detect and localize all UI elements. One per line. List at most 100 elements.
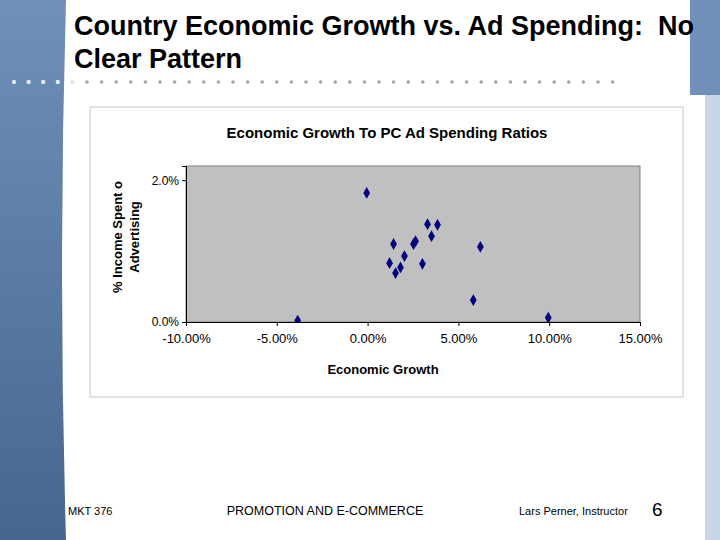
dot xyxy=(275,80,279,84)
dot xyxy=(509,80,513,84)
slide-corner xyxy=(690,0,720,95)
dot xyxy=(202,80,206,84)
dot xyxy=(246,80,250,84)
point xyxy=(294,315,301,322)
dot xyxy=(479,80,483,84)
x-tick-label: 10.00% xyxy=(528,331,573,346)
title-line: Country Economic Growth vs. Ad Spending:… xyxy=(74,11,694,41)
title-line: Clear Pattern xyxy=(74,44,242,74)
point xyxy=(363,187,370,199)
dot xyxy=(538,80,542,84)
dot xyxy=(319,80,323,84)
dot xyxy=(611,80,615,84)
plot-area xyxy=(186,166,640,322)
point xyxy=(434,219,441,231)
y-axis-title: % Income Spent o xyxy=(110,181,125,293)
dot xyxy=(567,80,571,84)
dot xyxy=(260,80,264,84)
slide-background xyxy=(0,0,720,540)
point xyxy=(401,250,408,262)
point xyxy=(428,230,435,242)
dot xyxy=(41,80,45,84)
x-tick-mark xyxy=(458,322,459,326)
dot xyxy=(523,80,527,84)
y-tick-label: 0.0% xyxy=(152,315,180,329)
x-tick-label: -10.00% xyxy=(162,331,211,346)
point xyxy=(392,267,399,279)
point xyxy=(390,238,397,250)
dot xyxy=(333,80,337,84)
point xyxy=(470,294,477,306)
points xyxy=(294,187,551,322)
dot xyxy=(114,80,118,84)
x-tick-mark xyxy=(277,322,278,326)
chart-title: Economic Growth To PC Ad Spending Ratios xyxy=(227,124,548,141)
y-axis: 0.0% 2.0% xyxy=(152,167,187,330)
y-tick-label: 2.0% xyxy=(152,174,180,188)
dot xyxy=(304,80,308,84)
x-axis: -10.00% -5.00% 0.00% 5.00% 10.00% 15.00% xyxy=(162,322,663,346)
y-axis-line xyxy=(182,167,187,323)
slide-edge xyxy=(705,95,720,540)
point xyxy=(397,262,404,274)
dot xyxy=(70,80,74,84)
footer-subject: PROMOTION AND E-COMMERCE xyxy=(227,504,424,518)
footer-page: 6 xyxy=(652,499,663,520)
dot xyxy=(12,80,16,84)
x-tick-mark xyxy=(368,322,369,326)
x-tick-label: 15.00% xyxy=(618,331,663,346)
dot xyxy=(363,80,367,84)
slide-title: Country Economic Growth vs. Ad Spending:… xyxy=(74,11,694,74)
dot xyxy=(552,80,556,84)
dot xyxy=(158,80,162,84)
dot xyxy=(100,80,104,84)
x-tick-label: 5.00% xyxy=(440,331,477,346)
y-tick: 0.0% xyxy=(152,315,186,329)
dot xyxy=(406,80,410,84)
slide-panel xyxy=(62,0,720,540)
slide: Country Economic Growth vs. Ad Spending:… xyxy=(0,0,720,540)
dot xyxy=(129,80,133,84)
dot xyxy=(377,80,381,84)
dot xyxy=(56,80,60,84)
footer-course: MKT 376 xyxy=(68,505,112,517)
point xyxy=(386,257,393,269)
dot xyxy=(421,80,425,84)
dot-row xyxy=(12,80,615,84)
x-tick-mark xyxy=(640,322,641,326)
x-tick-mark xyxy=(549,322,550,326)
point xyxy=(545,312,552,322)
x-tick: -5.00% xyxy=(257,322,299,346)
dot xyxy=(217,80,221,84)
dot xyxy=(290,80,294,84)
dot xyxy=(231,80,235,84)
dot xyxy=(494,80,498,84)
y-tick-mark xyxy=(182,322,186,323)
x-axis-title: Economic Growth xyxy=(327,362,438,377)
point xyxy=(477,241,484,253)
dot xyxy=(85,80,89,84)
chart-box xyxy=(90,107,683,397)
dot xyxy=(173,80,177,84)
dot xyxy=(450,80,454,84)
dot xyxy=(348,80,352,84)
point xyxy=(424,218,431,230)
dot xyxy=(465,80,469,84)
x-tick: 5.00% xyxy=(440,322,477,346)
y-axis-title: Advertising xyxy=(127,201,142,273)
dot xyxy=(582,80,586,84)
point xyxy=(410,238,417,250)
y-tick: 2.0% xyxy=(152,174,186,188)
dot xyxy=(596,80,600,84)
point xyxy=(419,258,426,270)
x-tick: 15.00% xyxy=(618,322,663,346)
dot xyxy=(436,80,440,84)
x-tick: 10.00% xyxy=(528,322,573,346)
dot xyxy=(26,80,30,84)
dot xyxy=(392,80,396,84)
x-axis-line xyxy=(187,323,641,327)
x-tick-label: 0.00% xyxy=(350,331,387,346)
dot xyxy=(187,80,191,84)
x-tick: 0.00% xyxy=(350,322,387,346)
x-tick-label: -5.00% xyxy=(257,331,299,346)
